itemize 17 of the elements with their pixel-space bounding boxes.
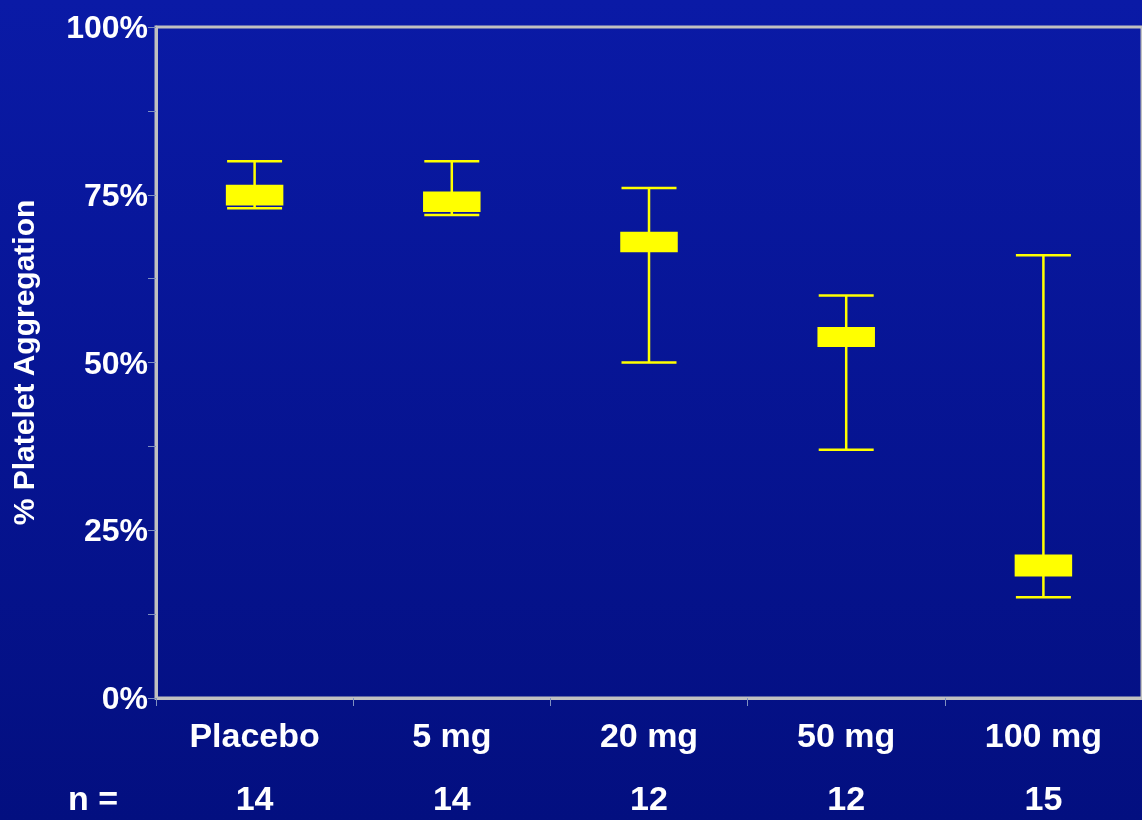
- text: 12: [827, 779, 866, 817]
- y-tick-label: 0%: [101, 680, 148, 716]
- text: 14: [432, 779, 471, 817]
- text: 15: [1024, 779, 1063, 817]
- text: n =: [68, 779, 119, 817]
- text: 12: [630, 779, 668, 817]
- y-tick-label: 75%: [83, 176, 148, 213]
- x-tick-label: 50 mg: [797, 716, 896, 754]
- x-tick-label: 5 mg: [412, 716, 492, 754]
- x-tick-label: Placebo: [189, 716, 320, 754]
- y-axis-title: % Platelet Aggregation: [6, 199, 40, 526]
- y-tick-label: 50%: [83, 344, 148, 381]
- y-tick-label: 25%: [83, 512, 148, 549]
- text: 14: [235, 779, 274, 817]
- x-tick-label: 100 mg: [984, 716, 1102, 754]
- x-tick-label: 20 mg: [599, 716, 699, 754]
- y-tick-label: 100%: [66, 9, 148, 45]
